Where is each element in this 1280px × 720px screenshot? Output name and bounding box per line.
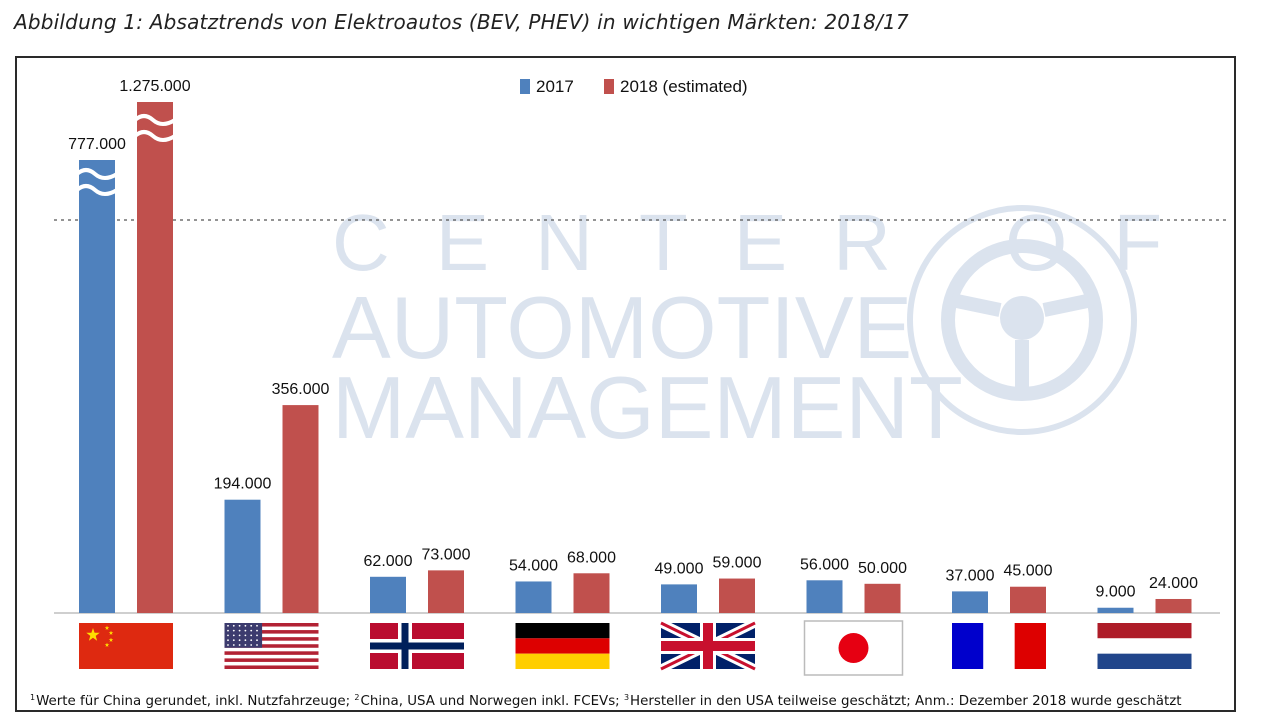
legend: 2017 2018 (estimated)	[520, 77, 748, 96]
data-label-2018-japan: 50.000	[858, 560, 907, 577]
bar-2018-niederlande	[1155, 598, 1192, 613]
data-label-2017-niederlande: 9.000	[1095, 584, 1135, 601]
usa-flag-icon	[224, 623, 319, 669]
data-label-2017-japan: 56.000	[800, 556, 849, 573]
japan-flag-icon	[803, 620, 904, 676]
bar-2018-frankreich	[1010, 586, 1046, 613]
legend-swatch-1	[520, 79, 530, 94]
data-label-2017-usa: 194.000	[214, 476, 272, 493]
legend-swatch-2	[604, 79, 614, 94]
uk-flag-icon	[659, 618, 757, 674]
bar-2017-niederlande	[1097, 607, 1134, 613]
seal-logo	[907, 205, 1137, 435]
watermark-line-3: MANAGEMENT	[332, 358, 963, 457]
netherlands-flag-icon	[1097, 623, 1192, 669]
bar-2017-frankreich	[952, 591, 988, 613]
legend-label-2: 2018 (estimated)	[620, 77, 748, 96]
bar-2018-deutschland	[573, 573, 610, 613]
norway-flag-icon	[370, 623, 464, 669]
data-label-2017-china: 777.000	[68, 136, 126, 153]
data-label-2018-norwegen: 73.000	[422, 546, 471, 563]
data-label-2017-norwegen: 62.000	[364, 553, 413, 570]
seal-outer-ring	[907, 205, 1137, 435]
chart-frame	[15, 56, 1236, 712]
data-label-2018-großbritannien: 59.000	[713, 555, 762, 572]
data-label-2018-usa: 356.000	[272, 381, 330, 398]
footnote-marker-1: 1	[30, 693, 36, 702]
bar-2017-deutschland	[515, 581, 552, 613]
bar-break-mark	[75, 168, 119, 196]
bar-2017-japan	[806, 580, 843, 613]
bar-2018-großbritannien	[719, 578, 755, 613]
data-label-2018-frankreich: 45.000	[1004, 563, 1053, 580]
china-flag-icon	[79, 623, 173, 669]
footnote-text-2: China, USA und Norwegen inkl. FCEVs;	[360, 694, 624, 709]
footnote-marker-2: 2	[354, 693, 360, 702]
bar-2017-großbritannien	[661, 584, 697, 613]
bar-2017-usa	[224, 499, 261, 613]
footnote-marker-3: 3	[623, 693, 630, 702]
data-label-2017-frankreich: 37.000	[946, 567, 995, 584]
steering-wheel-icon	[941, 239, 1103, 401]
data-label-2017-deutschland: 54.000	[509, 557, 558, 574]
bar-2018-norwegen	[428, 570, 464, 613]
bar-2017-china	[79, 160, 115, 613]
bar-2018-usa	[282, 405, 319, 613]
bar-break-mark	[133, 114, 177, 142]
footnote-text-1: Werte für China gerundet, inkl. Nutzfahr…	[36, 694, 355, 709]
bar-2017-norwegen	[370, 576, 406, 613]
watermark-line-2: AUTOMOTIVE	[332, 278, 912, 377]
footnote-text-3: Hersteller in den USA teilweise geschätz…	[630, 694, 1182, 709]
data-label-2018-niederlande: 24.000	[1149, 575, 1198, 592]
bar-2018-china	[137, 102, 173, 613]
bar-2018-japan	[864, 583, 901, 613]
data-label-2018-china: 1.275.000	[119, 78, 190, 95]
bars: 777.000 1.275.000 194.000 356.000 62.000 73.0…	[54, 78, 1228, 614]
footnote: 1Werte für China gerundet, inkl. Nutzfah…	[30, 688, 1240, 709]
france-flag-icon	[952, 623, 1046, 669]
steering-wheel-hub	[1000, 296, 1044, 340]
data-label-2017-großbritannien: 49.000	[655, 560, 704, 577]
flags	[79, 618, 1192, 676]
chart-title: Abbildung 1: Absatztrends von Elektroaut…	[14, 10, 909, 34]
steering-wheel-spokes	[950, 293, 1094, 392]
legend-label-1: 2017	[536, 77, 574, 96]
germany-flag-icon	[515, 623, 610, 669]
data-label-2018-deutschland: 68.000	[567, 549, 616, 566]
